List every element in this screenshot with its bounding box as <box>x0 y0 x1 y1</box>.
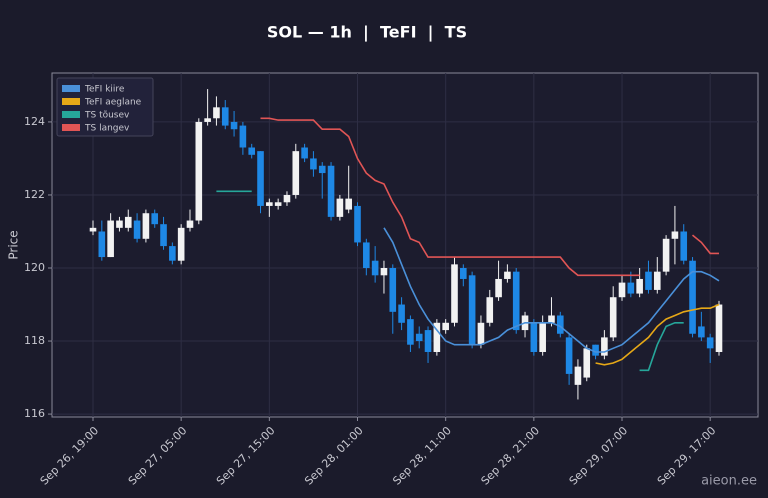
candle-body <box>601 337 608 356</box>
legend-swatch <box>62 111 80 118</box>
candle-body <box>627 282 635 294</box>
candle-body <box>160 224 167 247</box>
candle-body <box>486 297 494 323</box>
candle-body <box>530 322 538 352</box>
candle-body <box>221 107 229 126</box>
candle-body <box>636 278 643 294</box>
watermark: aieon.ee <box>701 474 757 489</box>
candle-body <box>283 194 291 203</box>
candle-body <box>618 282 626 298</box>
candle-body <box>433 322 441 352</box>
candle-body <box>195 121 203 221</box>
y-tick-label: 118 <box>24 334 45 347</box>
candle-body <box>354 205 361 243</box>
candle-body <box>671 231 679 239</box>
candle-body <box>424 330 432 352</box>
candle-body <box>345 198 352 210</box>
candle-body <box>336 198 344 217</box>
y-tick-label: 116 <box>24 407 45 420</box>
candle-body <box>327 165 335 217</box>
candle-body <box>451 264 458 323</box>
candle-body <box>415 333 423 342</box>
indicator-line <box>216 190 684 372</box>
candle-body <box>116 220 123 228</box>
candle-body <box>504 271 511 279</box>
chart-title: SOL — 1h | TeFI | TS <box>267 23 467 43</box>
candle-body <box>565 337 573 374</box>
candle-body <box>460 268 467 279</box>
candle-body <box>363 242 370 269</box>
candle-body <box>257 151 264 206</box>
candle-body <box>583 348 591 378</box>
candle-body <box>698 326 705 338</box>
y-axis-label: Price <box>7 230 21 259</box>
candle-body <box>248 147 256 155</box>
candle-body <box>548 315 555 323</box>
candle-body <box>512 271 520 331</box>
legend-label: TS langev <box>84 124 130 134</box>
candle-body <box>133 220 141 239</box>
candle-body <box>407 319 414 345</box>
candle-body <box>380 268 388 276</box>
y-tick-label: 122 <box>24 188 45 201</box>
legend-label: TS tõusev <box>84 111 130 121</box>
y-tick-label: 124 <box>24 115 45 128</box>
candle-body <box>177 227 185 261</box>
candle-body <box>680 231 688 261</box>
legend-label: TeFI kiire <box>84 85 125 95</box>
candle-body <box>274 202 282 206</box>
candle-body <box>574 366 582 385</box>
candle-body <box>318 165 326 174</box>
candle-body <box>468 275 476 345</box>
candle-body <box>204 118 211 122</box>
candle-body <box>609 297 617 338</box>
y-tick-label: 120 <box>24 261 45 274</box>
candle-body <box>292 151 300 195</box>
candle-body <box>301 147 308 159</box>
candle-body <box>107 220 114 258</box>
candle-body <box>124 216 132 228</box>
candle-body <box>142 213 150 239</box>
candle-body <box>169 246 176 261</box>
candle-body <box>389 268 397 312</box>
candle-body <box>442 322 449 331</box>
legend-label: TeFI aeglane <box>84 98 142 108</box>
candle-body <box>266 202 273 206</box>
candle-body <box>151 213 159 225</box>
candle-body <box>310 158 317 170</box>
candle-body <box>662 238 670 272</box>
candle-body <box>98 231 106 258</box>
indicator-line <box>383 227 720 353</box>
candle-body <box>495 278 502 298</box>
candle-body <box>706 337 714 349</box>
indicator-line <box>260 117 719 277</box>
candle-body <box>715 304 723 352</box>
candle-body <box>371 260 379 276</box>
legend-swatch <box>62 124 80 131</box>
candle-body <box>556 315 564 334</box>
candle-body <box>213 107 220 119</box>
legend-swatch <box>62 98 80 105</box>
candle-body <box>398 304 405 323</box>
indicator-line <box>595 303 720 366</box>
candle-body <box>186 220 194 228</box>
candle-body <box>645 271 652 290</box>
candle-body <box>653 271 661 290</box>
candle-body <box>539 322 546 352</box>
legend-box <box>56 77 154 137</box>
candle-body <box>239 125 247 148</box>
candle-body <box>477 322 485 345</box>
candle-body <box>592 344 599 356</box>
legend-swatch <box>62 85 80 92</box>
plot-area <box>51 72 759 418</box>
candle-body <box>89 227 97 232</box>
candle-body <box>689 260 696 334</box>
candle-body <box>230 121 238 130</box>
